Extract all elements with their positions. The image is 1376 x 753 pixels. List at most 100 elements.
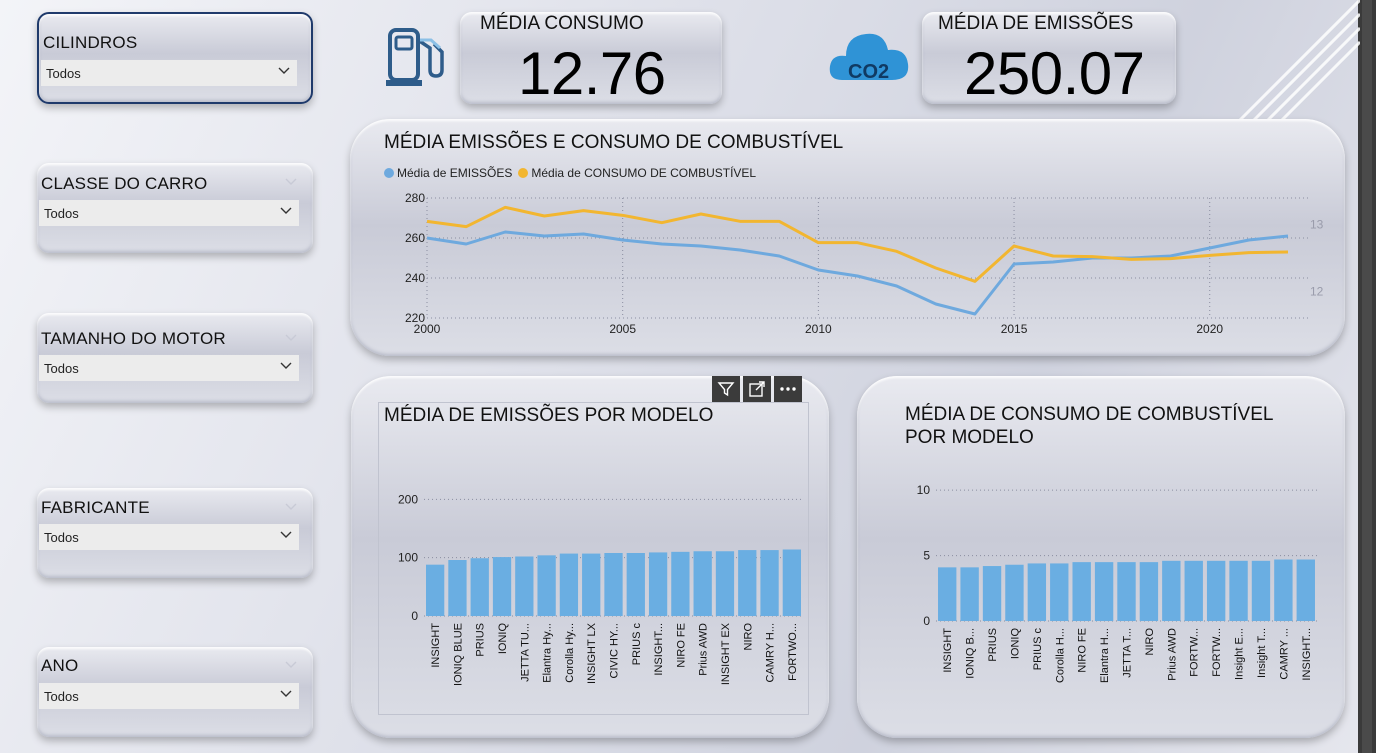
visual-focus-border: [378, 402, 809, 715]
x-tick-label: Prius AWD: [698, 623, 710, 676]
scrollbar-thumb[interactable]: [1362, 0, 1372, 753]
y-tick-label: 280: [405, 191, 425, 205]
line-chart-plot: 220 240 260 280 2000 2005 2010 2015 2020 12 13: [405, 191, 1324, 336]
slicer-dropdown[interactable]: Todos: [41, 60, 297, 86]
bar: [671, 551, 690, 616]
legend-marker: [384, 168, 394, 178]
fuel-pump-icon: [386, 28, 444, 86]
x-tick-label: IONIQ: [497, 623, 509, 655]
bar: [960, 567, 979, 621]
bar-chart-consumo-plot: 0 5 10 INSIGHT IONIQ B... PRIUS IONIQ PRIUS c Co…: [917, 483, 1317, 683]
bar: [782, 549, 801, 616]
chevron-down-icon: [285, 334, 297, 341]
slicer-dropdown[interactable]: Todos: [39, 355, 299, 381]
chevron-down-icon: [285, 178, 297, 185]
y-tick-label: 240: [405, 271, 425, 285]
bar: [982, 566, 1002, 621]
slicer-dropdown[interactable]: Todos: [39, 524, 299, 550]
x-tick-label: INSIGHT: [430, 623, 442, 668]
slicer-tamanho-do-motor[interactable]: TAMANHO DO MOTOR Todos: [37, 313, 313, 403]
slicer-title: CILINDROS: [43, 33, 138, 52]
x-tick-label: 2005: [609, 322, 636, 336]
bar: [492, 557, 512, 616]
x-tick-label: PRIUS c: [1032, 628, 1044, 671]
x-tick-label: INSIGHT...: [1301, 628, 1313, 681]
x-tick-label: Insight E...: [1234, 628, 1246, 680]
bar: [760, 550, 779, 616]
focus-mode-icon: [749, 381, 765, 397]
kpi-title: MÉDIA CONSUMO: [480, 13, 644, 34]
bar: [1027, 563, 1047, 621]
bar: [1229, 560, 1248, 621]
x-tick-label: FORTW...: [1211, 628, 1223, 677]
chevron-down-icon: [285, 503, 297, 510]
bar-chart-consumo-card[interactable]: MÉDIA DE CONSUMO DE COMBUSTÍVEL POR MODE…: [857, 376, 1345, 738]
bar: [448, 560, 467, 616]
y-tick-label: 5: [923, 549, 930, 563]
bar: [604, 553, 623, 616]
bar: [582, 553, 601, 616]
x-tick-label: CAMRY ...: [1278, 628, 1290, 680]
bar: [1139, 562, 1159, 621]
kpi-card-emissoes: MÉDIA DE EMISSÕES 250.07: [922, 12, 1176, 107]
x-tick-label: Elantra H...: [1099, 628, 1111, 683]
x-tick-label: NIRO: [1144, 628, 1156, 656]
chart-title: MÉDIA EMISSÕES E CONSUMO DE COMBUSTÍVEL: [384, 132, 844, 153]
bar: [626, 553, 645, 616]
bar: [648, 552, 668, 616]
bar-chart-emissoes-card[interactable]: MÉDIA DE EMISSÕES POR MODELO 0 100 200 INSI…: [351, 376, 829, 738]
x-tick-label: INSIGHT: [942, 628, 954, 673]
legend-item: Média de CONSUMO DE COMBUSTÍVEL: [531, 166, 757, 180]
x-tick-label: IONIQ B...: [965, 628, 977, 679]
bar: [1162, 560, 1181, 621]
bar: [1050, 563, 1069, 621]
chart-title: MÉDIA DE CONSUMO DE COMBUSTÍVEL POR MODE…: [905, 404, 1273, 448]
more-options-button[interactable]: [774, 376, 802, 402]
slicer-value: Todos: [44, 206, 79, 221]
bar: [426, 564, 445, 616]
x-tick-label: NIRO FE: [1077, 628, 1089, 673]
legend-marker: [518, 168, 529, 178]
slicer-dropdown[interactable]: Todos: [39, 200, 299, 226]
bar: [537, 555, 556, 616]
slicer-fabricante[interactable]: FABRICANTE Todos: [37, 488, 313, 578]
co2-label: CO2: [848, 61, 889, 83]
slicer-value: Todos: [46, 66, 81, 81]
x-tick-label: JETTA T...: [1122, 628, 1134, 678]
x-tick-label: PRIUS: [475, 623, 487, 657]
kpi-title: MÉDIA DE EMISSÕES: [938, 13, 1134, 34]
chevron-down-icon: [285, 661, 297, 668]
bar-chart-emissoes-plot: 0 100 200 INSIGHT IONIQ BLUE PRIUS IONIQ JETTA …: [398, 492, 803, 686]
line-chart-card[interactable]: MÉDIA EMISSÕES E CONSUMO DE COMBUSTÍVEL …: [350, 119, 1345, 356]
chart-title: MÉDIA DE EMISSÕES POR MODELO: [384, 405, 714, 426]
filter-button[interactable]: [712, 376, 740, 402]
focus-mode-button[interactable]: [743, 376, 771, 402]
slicer-cilindros[interactable]: CILINDROS Todos: [37, 12, 313, 104]
x-tick-label: NIRO FE: [675, 623, 687, 668]
bar: [559, 553, 579, 616]
scrollbar[interactable]: [1358, 0, 1376, 753]
bar: [1296, 559, 1315, 621]
co2-cloud-icon: CO2: [829, 33, 909, 83]
x-tick-label: Prius AWD: [1166, 628, 1178, 681]
bar: [1094, 562, 1114, 621]
x-tick-label: INSIGHT...: [653, 623, 665, 676]
bar: [1117, 562, 1136, 621]
kpi-value: 12.76: [518, 40, 666, 107]
x-tick-label: Corolla Hy...: [564, 623, 576, 683]
chevron-down-icon: [280, 531, 292, 538]
y-tick-label: 220: [405, 311, 425, 325]
slicer-value: Todos: [44, 530, 79, 545]
bar: [1206, 560, 1226, 621]
slicer-title: TAMANHO DO MOTOR: [41, 329, 226, 348]
y-tick-label: 10: [917, 483, 931, 497]
chevron-down-icon: [280, 207, 292, 214]
x-tick-label: IONIQ BLUE: [452, 623, 464, 686]
x-tick-label: INSIGHT EX: [720, 622, 732, 685]
y2-tick-label: 12: [1310, 284, 1324, 298]
bar: [938, 567, 957, 621]
slicer-dropdown[interactable]: Todos: [39, 683, 299, 709]
decorative-lines: [1238, 0, 1360, 122]
slicer-ano[interactable]: ANO Todos: [37, 647, 313, 737]
slicer-classe-do-carro[interactable]: CLASSE DO CARRO Todos: [37, 163, 313, 253]
